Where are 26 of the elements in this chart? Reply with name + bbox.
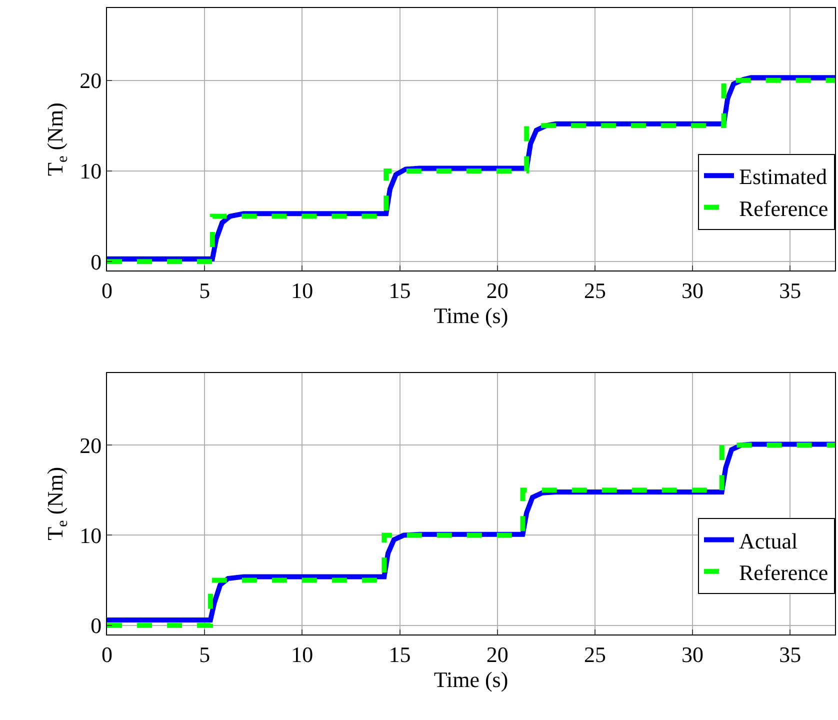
x-tick-label: 10 [291, 278, 314, 304]
x-tick-label: 30 [682, 642, 704, 667]
x-tick-label: 5 [199, 642, 210, 667]
x-tick-label: 20 [486, 642, 508, 667]
x-tick-label: 15 [388, 278, 411, 304]
x-tick-label: 25 [584, 642, 606, 667]
x-tick-label: 35 [779, 278, 802, 304]
y-tick-label: 20 [80, 432, 102, 458]
x-tick-label: 35 [779, 642, 802, 667]
x-tick-label: 5 [199, 278, 210, 304]
y-tick-label: 10 [80, 522, 102, 548]
x-axis-title: Time (s) [434, 666, 508, 692]
y-tick-label: 0 [90, 249, 102, 274]
legend-label: Reference [739, 196, 828, 221]
legend-label: Reference [739, 560, 828, 585]
legend-label: Actual [739, 528, 798, 554]
x-axis-title: Time (s) [434, 303, 508, 328]
y-tick-label: 0 [90, 613, 102, 638]
x-tick-label: 15 [388, 642, 411, 667]
legend-label: Estimated [739, 164, 827, 190]
x-tick-label: 10 [291, 642, 314, 667]
y-tick-label: 10 [80, 158, 102, 184]
y-tick-label: 20 [80, 68, 102, 94]
x-tick-label: 25 [584, 278, 606, 304]
x-tick-label: 30 [682, 278, 704, 304]
x-tick-label: 20 [486, 278, 508, 304]
